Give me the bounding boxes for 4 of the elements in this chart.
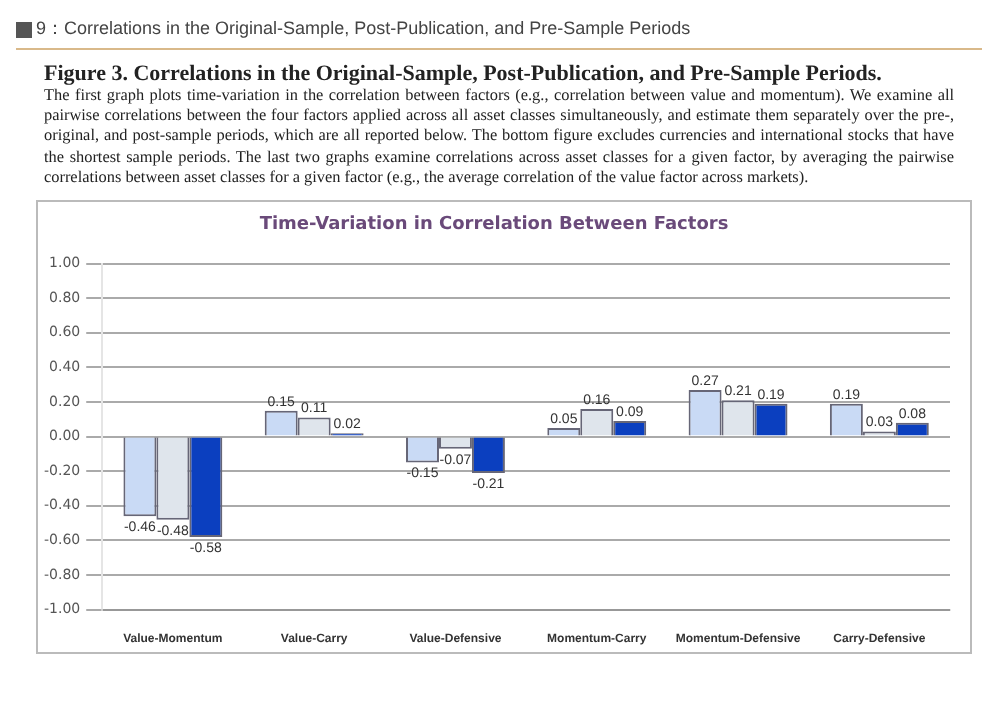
caption: Figure 3. Correlations in the Original-Sample, Post-Publication, and Pre-Sample Periods. xyxy=(44,62,884,86)
text: The first graph plots time-variation in the correlation between factors (e.g., correlation between value and momentum). We examine all pairwise correlations between the four factors applied across all asset classes simultaneously, and estimate them separately over the pre-, original, and post-sample periods, which are all reported below. The bottom figure excludes currencies and international stocks that have the shortest sample periods. The last two graphs examine correlations across asset classes for a given factor, by averaging the pairwise correlations between asset classes for a given factor (e.g., the average correlation of the value factor across markets). xyxy=(44,86,954,189)
text: 9：Correlations in the Original-Sample, Post-Publication, and Pre-Sample Periods xyxy=(36,16,691,42)
chart-title: Time-Variation in Correlation Between Factors xyxy=(259,215,729,236)
